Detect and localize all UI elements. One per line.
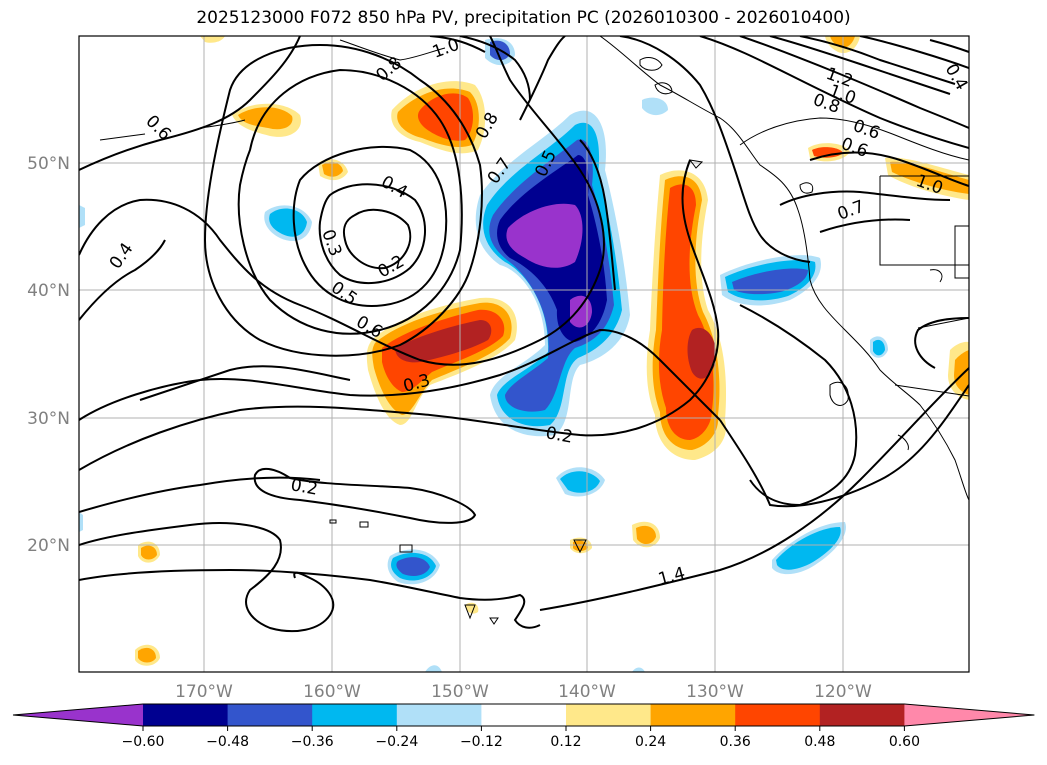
lon-label: 140°W bbox=[558, 682, 616, 702]
colorbar-cell bbox=[312, 704, 398, 726]
lat-label: 20°N bbox=[27, 536, 70, 556]
colorbar-tick-label: −0.48 bbox=[206, 734, 249, 750]
colorbar-cell bbox=[481, 704, 567, 726]
lon-label: 170°W bbox=[175, 682, 233, 702]
colorbar-tick-label: −0.60 bbox=[122, 734, 165, 750]
colorbar-tick-label: 0.48 bbox=[804, 734, 835, 750]
precip-fill bbox=[79, 36, 969, 672]
map-panel: 1.0 0.8 0.6 0.4 0.3 0.2 0.5 0.6 0.4 0.8 … bbox=[78, 35, 970, 673]
lon-axis-labels: 170°W 160°W 150°W 140°W 130°W 120°W bbox=[175, 682, 872, 702]
lat-label: 40°N bbox=[27, 281, 70, 301]
lon-label: 130°W bbox=[686, 682, 744, 702]
colorbar-tick-label: −0.12 bbox=[460, 734, 503, 750]
coastlines bbox=[99, 36, 969, 625]
colorbar: −0.60 −0.48 −0.36 −0.24 −0.12 0.12 0.24 0.36 0.4… bbox=[12, 703, 1035, 750]
colorbar-tick-label: −0.24 bbox=[375, 734, 418, 750]
lat-label: 50°N bbox=[27, 154, 70, 174]
colorbar-cell bbox=[819, 704, 905, 726]
contour-label: 0.2 bbox=[289, 475, 319, 499]
colorbar-cell bbox=[650, 704, 736, 726]
map-gridlines bbox=[79, 36, 969, 672]
colorbar-extend-min bbox=[13, 704, 143, 726]
lon-label: 150°W bbox=[431, 682, 489, 702]
contour-label: 0.2 bbox=[544, 423, 574, 447]
colorbar-tick-label: 0.12 bbox=[550, 734, 581, 750]
colorbar-tick-label: −0.36 bbox=[291, 734, 334, 750]
lat-axis-labels: 50°N 40°N 30°N 20°N bbox=[27, 154, 70, 556]
colorbar-cell bbox=[143, 704, 229, 726]
colorbar-tick-label: 0.36 bbox=[720, 734, 751, 750]
pv-contours bbox=[79, 36, 969, 633]
colorbar-cell bbox=[227, 704, 313, 726]
map-title: 2025123000 F072 850 hPa PV, precipitatio… bbox=[196, 8, 851, 28]
colorbar-tick-label: 0.60 bbox=[889, 734, 920, 750]
colorbar-cell bbox=[735, 704, 821, 726]
lon-label: 120°W bbox=[814, 682, 872, 702]
colorbar-cell bbox=[566, 704, 652, 726]
colorbar-tick-label: 0.24 bbox=[635, 734, 666, 750]
colorbar-extend-max bbox=[904, 704, 1035, 726]
lon-label: 160°W bbox=[303, 682, 361, 702]
lat-label: 30°N bbox=[27, 409, 70, 429]
colorbar-cell bbox=[396, 704, 482, 726]
